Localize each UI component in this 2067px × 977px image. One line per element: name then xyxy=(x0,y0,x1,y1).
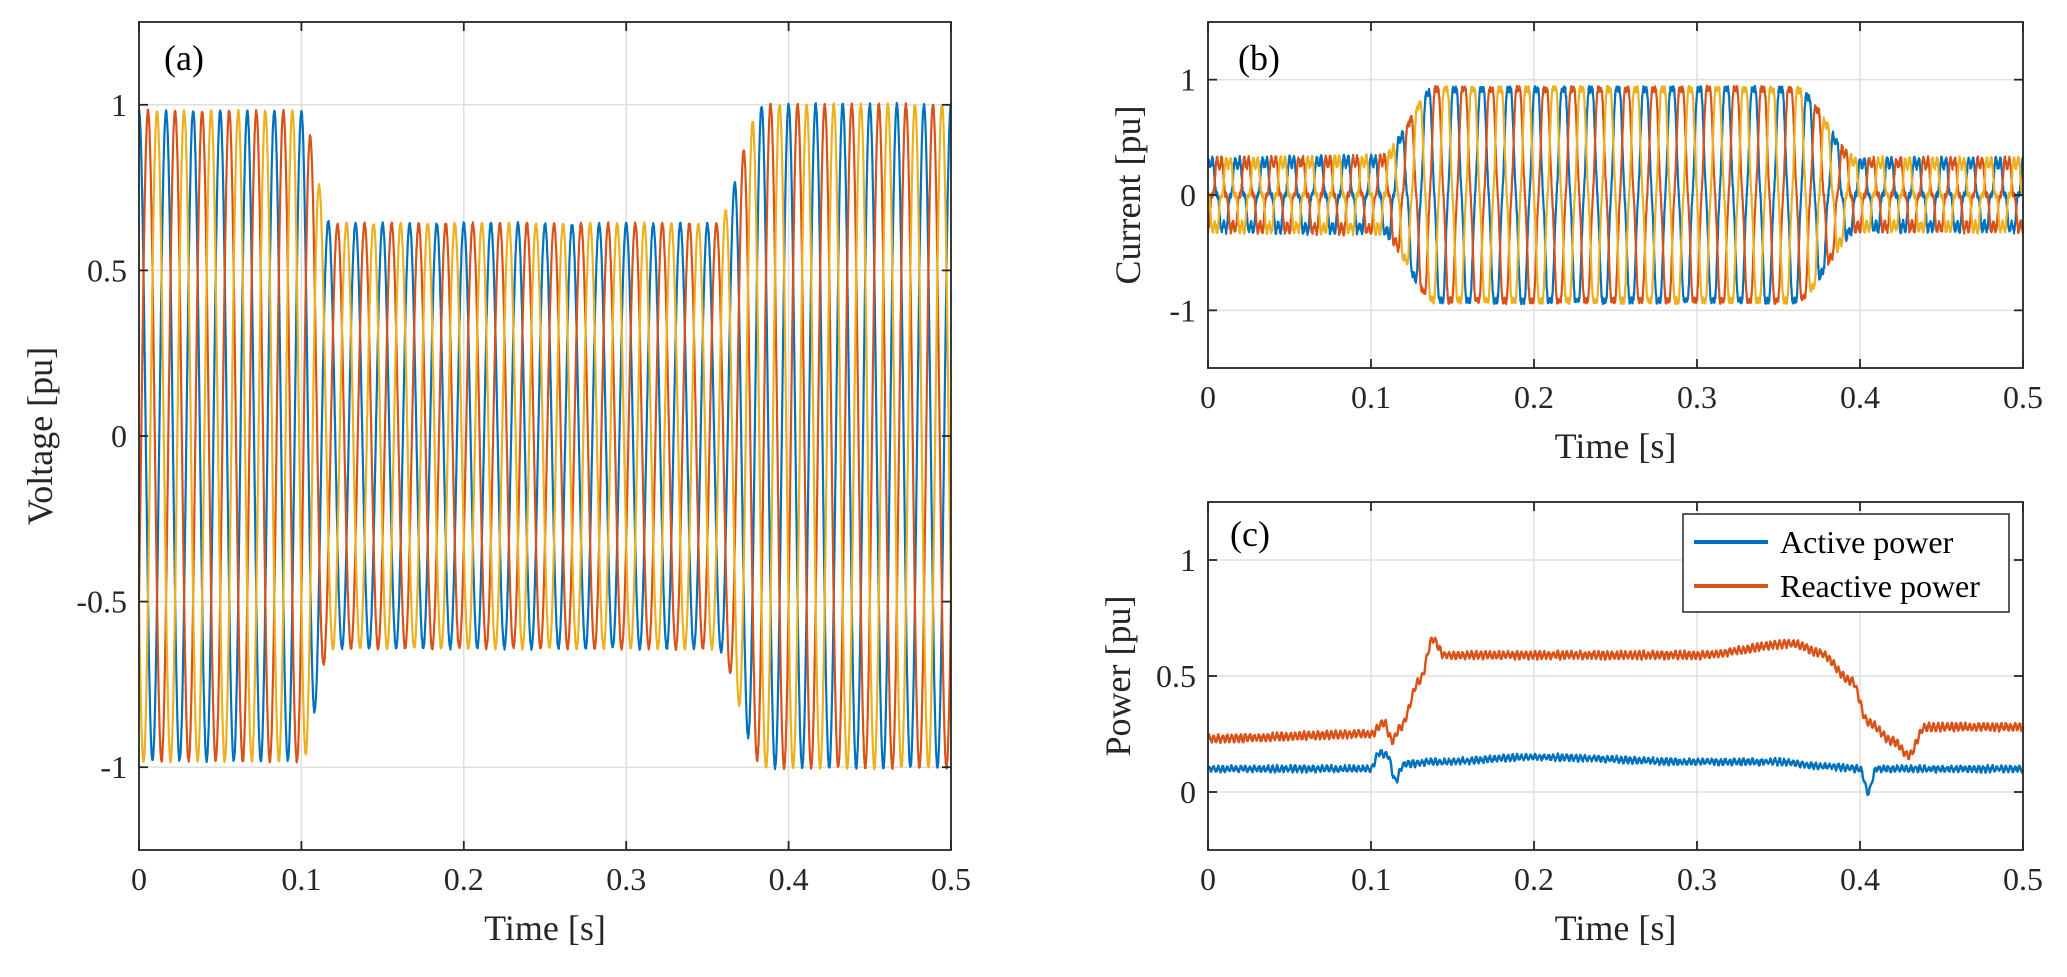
legend: Active power Reactive power xyxy=(1682,513,2010,613)
series-line-reactive-power xyxy=(1206,636,2025,761)
x-tick-label: 0.1 xyxy=(1351,861,1391,897)
panel-a-ticks: 0 0.1 0.2 0.3 0.4 0.5 -1 -0.5 0 0.5 1 xyxy=(76,22,971,897)
y-tick-label: 0.5 xyxy=(1156,658,1196,694)
x-tick-label: 0.2 xyxy=(1514,379,1554,415)
series-line-3 xyxy=(1207,84,2025,306)
x-tick-label: 0.4 xyxy=(769,861,809,897)
legend-box xyxy=(1682,513,2010,613)
panel-a-traces xyxy=(137,101,953,771)
panel-b-ylabel: Current [pu] xyxy=(1108,106,1148,285)
legend-label-active: Active power xyxy=(1780,524,1954,560)
panel-a-xlabel: Time [s] xyxy=(484,908,606,948)
x-tick-label: 0.5 xyxy=(2003,861,2043,897)
series-line-3 xyxy=(137,102,953,771)
panel-b-traces xyxy=(1206,84,2025,306)
y-tick-label: 0.5 xyxy=(87,252,127,288)
x-tick-label: 0.5 xyxy=(2003,379,2043,415)
x-tick-label: 0.1 xyxy=(1351,379,1391,415)
x-tick-label: 0.3 xyxy=(606,861,646,897)
panel-a-voltage: 0 0.1 0.2 0.3 0.4 0.5 -1 -0.5 0 0.5 1 (a) Time [s]… xyxy=(20,21,971,948)
panel-c-label: (c) xyxy=(1230,514,1270,554)
panel-b-xlabel: Time [s] xyxy=(1555,426,1677,466)
panel-c-traces xyxy=(1206,636,2025,797)
panel-b-label: (b) xyxy=(1238,38,1280,78)
series-line-1 xyxy=(1206,84,2025,306)
panel-a-label: (a) xyxy=(164,38,204,78)
y-tick-label: -1 xyxy=(1169,292,1196,328)
x-tick-label: 0.4 xyxy=(1840,379,1880,415)
y-tick-label: 0 xyxy=(111,418,127,454)
y-tick-label: 0 xyxy=(1180,177,1196,213)
x-tick-label: 0 xyxy=(131,861,147,897)
panel-c-power: 0 0.1 0.2 0.3 0.4 0.5 0 0.5 1 (c) Time [s] Power… xyxy=(1098,501,2043,948)
x-tick-label: 0.4 xyxy=(1840,861,1880,897)
y-tick-label: 1 xyxy=(1180,62,1196,98)
y-tick-label: -1 xyxy=(100,749,127,785)
x-tick-label: 0 xyxy=(1200,861,1216,897)
y-tick-label: 0 xyxy=(1180,774,1196,810)
series-line-active-power xyxy=(1206,749,2024,797)
y-tick-label: 1 xyxy=(111,87,127,123)
x-tick-label: 0.3 xyxy=(1677,861,1717,897)
series-line-2 xyxy=(1206,84,2025,306)
x-tick-label: 0.1 xyxy=(281,861,321,897)
x-tick-label: 0.3 xyxy=(1677,379,1717,415)
panel-a-ylabel: Voltage [pu] xyxy=(20,347,60,525)
x-tick-label: 0.5 xyxy=(931,861,971,897)
panel-c-xlabel: Time [s] xyxy=(1555,908,1677,948)
panel-b-ticks: 0 0.1 0.2 0.3 0.4 0.5 -1 0 1 xyxy=(1169,22,2043,415)
legend-label-reactive: Reactive power xyxy=(1780,568,1980,604)
panel-b-current: 0 0.1 0.2 0.3 0.4 0.5 -1 0 1 (b) Time [s] Curren… xyxy=(1108,21,2043,466)
panel-c-ticks: 0 0.1 0.2 0.3 0.4 0.5 0 0.5 1 xyxy=(1156,502,2043,897)
series-line-1 xyxy=(137,101,952,771)
x-tick-label: 0 xyxy=(1200,379,1216,415)
panel-c-ylabel: Power [pu] xyxy=(1098,596,1138,757)
y-tick-label: 1 xyxy=(1180,542,1196,578)
panel-a-grid xyxy=(138,22,952,850)
y-tick-label: -0.5 xyxy=(76,584,127,620)
x-tick-label: 0.2 xyxy=(1514,861,1554,897)
x-tick-label: 0.2 xyxy=(444,861,484,897)
